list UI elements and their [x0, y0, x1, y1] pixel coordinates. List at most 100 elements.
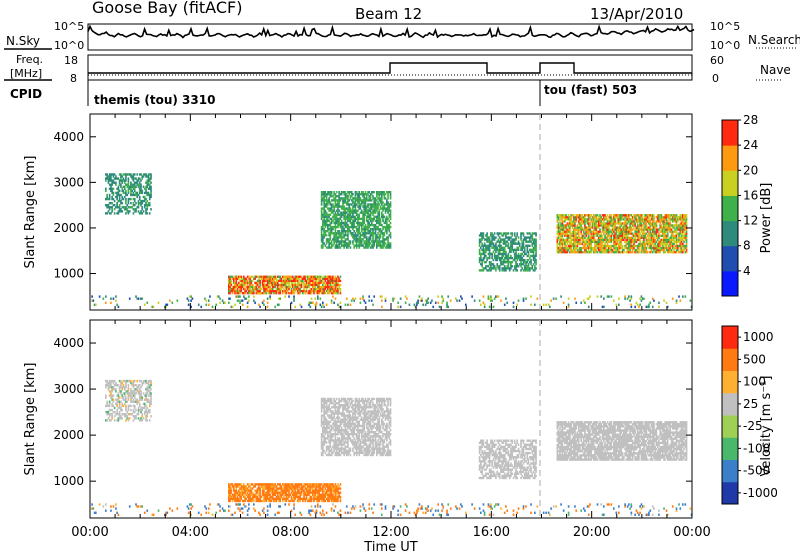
range-cell	[492, 242, 495, 245]
range-cell	[121, 179, 124, 182]
range-cell	[335, 236, 338, 239]
range-cell	[107, 177, 110, 180]
range-cell	[644, 234, 646, 237]
range-cell	[508, 256, 511, 260]
range-cell	[635, 230, 638, 233]
range-cell	[364, 240, 367, 243]
range-cell	[107, 386, 110, 389]
range-cell	[285, 279, 288, 283]
range-cell	[327, 287, 329, 291]
range-cell	[132, 208, 135, 211]
range-cell	[318, 292, 320, 295]
range-cell	[634, 238, 636, 242]
range-cell	[587, 236, 590, 239]
range-cell	[105, 197, 107, 201]
range-cell	[318, 277, 320, 280]
range-cell	[646, 228, 649, 231]
range-cell	[631, 244, 634, 248]
colorbar-swatch	[722, 270, 738, 297]
range-cell	[599, 246, 601, 250]
range-cell	[389, 234, 392, 237]
range-cell	[325, 197, 328, 200]
range-cell	[122, 398, 125, 401]
range-cell	[663, 251, 665, 254]
power-cbar-label: Power [dB]	[759, 183, 774, 254]
range-cell	[300, 279, 303, 283]
range-cell	[556, 216, 559, 219]
range-cell	[650, 236, 653, 239]
range-cell	[570, 214, 572, 217]
range-cell	[337, 195, 339, 198]
range-cell	[377, 207, 379, 210]
range-cell	[269, 285, 271, 289]
range-cell	[609, 230, 611, 233]
range-cell	[589, 295, 591, 298]
range-cell	[283, 279, 285, 283]
range-cell	[332, 279, 334, 283]
range-cell	[291, 285, 294, 289]
range-cell	[521, 267, 524, 270]
range-cell	[365, 228, 368, 231]
range-cell	[663, 299, 665, 302]
range-cell	[374, 215, 377, 218]
range-cell	[286, 289, 289, 293]
range-cell	[368, 225, 371, 229]
range-cell	[142, 199, 145, 203]
range-cell	[579, 242, 581, 246]
range-cell	[377, 244, 379, 247]
range-cell	[325, 246, 328, 249]
range-cell	[125, 177, 127, 180]
range-cell	[644, 224, 646, 227]
range-cell	[493, 244, 496, 247]
range-cell	[323, 230, 325, 233]
range-cell	[577, 234, 580, 237]
range-cell	[500, 240, 502, 243]
range-cell	[264, 275, 266, 278]
range-cell	[486, 238, 488, 241]
range-cell	[347, 238, 349, 241]
range-cell	[122, 379, 125, 383]
range-cell	[497, 267, 500, 270]
range-cell	[645, 224, 648, 227]
range-cell	[289, 277, 292, 280]
range-cell	[610, 216, 613, 219]
range-cell	[111, 202, 113, 205]
range-cell	[650, 216, 653, 219]
range-cell	[320, 228, 323, 231]
range-cell	[527, 265, 530, 268]
range-cell	[127, 392, 130, 395]
range-cell	[461, 297, 463, 300]
range-cell	[137, 183, 140, 186]
range-cell	[340, 228, 343, 231]
range-cell	[532, 232, 535, 235]
range-cell	[680, 251, 683, 254]
range-cell	[368, 197, 371, 200]
range-cell	[648, 222, 650, 225]
range-cell	[670, 214, 673, 217]
range-cell	[348, 199, 351, 202]
range-cell	[510, 256, 512, 260]
range-cell	[334, 297, 337, 300]
range-cell	[523, 250, 526, 254]
range-cell	[587, 216, 590, 219]
range-cell	[384, 297, 387, 300]
range-cell	[601, 248, 604, 252]
range-cell	[625, 236, 628, 239]
range-cell	[487, 265, 490, 268]
range-cell	[324, 195, 327, 198]
range-cell	[122, 386, 125, 389]
range-cell	[261, 283, 264, 287]
range-cell	[337, 279, 339, 283]
range-cell	[601, 218, 604, 221]
range-cell	[502, 248, 505, 252]
range-cell	[259, 305, 261, 309]
range-cell	[130, 202, 132, 205]
range-cell	[557, 226, 560, 229]
range-cell	[680, 248, 683, 252]
range-cell	[357, 234, 359, 237]
range-cell	[324, 219, 327, 223]
range-cell	[348, 213, 351, 216]
range-cell	[629, 218, 631, 221]
range-cell	[136, 413, 139, 416]
range-cell	[582, 238, 585, 242]
